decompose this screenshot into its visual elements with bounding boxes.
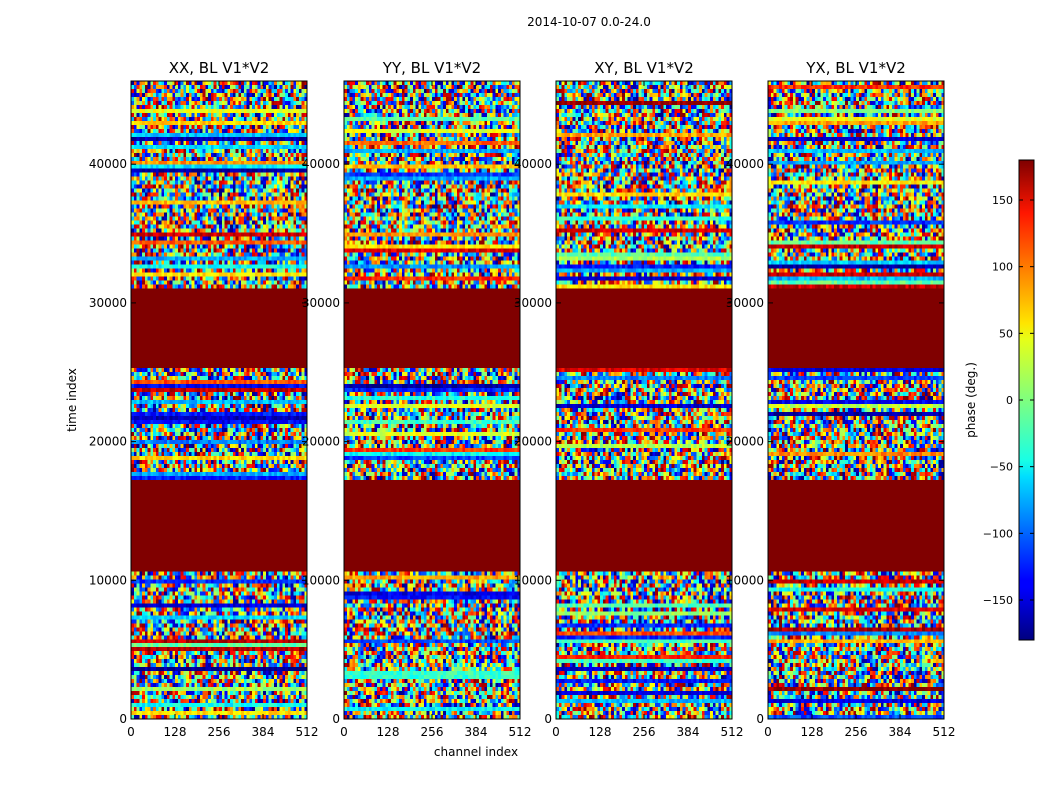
x-tick-label: 384	[677, 725, 700, 739]
y-tick-label: 20000	[89, 435, 127, 449]
panel-title: YX, BL V1*V2	[805, 59, 906, 77]
x-tick-label: 128	[589, 725, 612, 739]
panel-xy: XY, BL V1*V2 0 128 256 384 512 0 10000 20000 3000…	[514, 59, 744, 739]
y-tick-label: 40000	[89, 157, 127, 171]
y-tick-label: 0	[544, 712, 552, 726]
colorbar: −150 −100 −50 0 50 100 150 phase (deg.)	[964, 159, 1035, 641]
colorbar-tick-label: 150	[992, 194, 1013, 207]
heatmap-cells	[768, 81, 944, 719]
colorbar-tick-label: −150	[983, 594, 1013, 607]
heatmap-cells	[344, 81, 520, 719]
y-tick-label: 0	[332, 712, 340, 726]
x-tick-label: 256	[421, 725, 444, 739]
y-axis-label: time index	[65, 368, 79, 432]
heatmap-cells	[556, 81, 732, 719]
x-tick-label: 0	[340, 725, 348, 739]
y-tick-label: 30000	[514, 296, 552, 310]
x-tick-label: 512	[721, 725, 744, 739]
y-tick-label: 40000	[302, 157, 340, 171]
panels-group: XX, BL V1*V2 0 128 256 384 512 0 10000 20000 3000…	[89, 59, 956, 739]
x-tick-label: 384	[889, 725, 912, 739]
x-tick-label: 384	[465, 725, 488, 739]
y-tick-label: 20000	[726, 435, 764, 449]
colorbar-ticks: −150 −100 −50 0 50 100 150	[983, 194, 1034, 607]
y-tick-label: 40000	[514, 157, 552, 171]
x-tick-label: 512	[296, 725, 319, 739]
y-tick-label: 30000	[726, 296, 764, 310]
y-tick-label: 10000	[89, 573, 127, 587]
y-tick-label: 30000	[302, 296, 340, 310]
x-tick-label: 0	[127, 725, 135, 739]
heatmap-cells	[131, 81, 307, 719]
y-tick-label: 0	[119, 712, 127, 726]
x-tick-label: 384	[252, 725, 275, 739]
x-tick-label: 128	[801, 725, 824, 739]
colorbar-tick-label: 50	[999, 327, 1013, 340]
x-axis-label: channel index	[434, 745, 518, 759]
x-tick-label: 256	[208, 725, 231, 739]
y-tick-label: 30000	[89, 296, 127, 310]
panel-title: XX, BL V1*V2	[169, 59, 270, 77]
colorbar-tick-label: 100	[992, 261, 1013, 274]
colorbar-label: phase (deg.)	[964, 362, 978, 438]
panel-xx: XX, BL V1*V2 0 128 256 384 512 0 10000 20000 3000…	[89, 59, 319, 739]
y-tick-label: 0	[756, 712, 764, 726]
y-tick-label: 20000	[302, 435, 340, 449]
y-tick-label: 20000	[514, 435, 552, 449]
y-tick-label: 10000	[302, 573, 340, 587]
y-tick-label: 10000	[726, 573, 764, 587]
panel-title: XY, BL V1*V2	[594, 59, 694, 77]
figure-suptitle: 2014-10-07 0.0-24.0	[527, 15, 651, 29]
x-tick-label: 512	[933, 725, 956, 739]
y-tick-label: 10000	[514, 573, 552, 587]
panel-yx: YX, BL V1*V2 0 128 256 384 512 0 10000 20000 3000…	[726, 59, 956, 739]
x-tick-label: 0	[552, 725, 560, 739]
colorbar-tick-label: −100	[983, 527, 1013, 540]
x-tick-label: 256	[845, 725, 868, 739]
panel-title: YY, BL V1*V2	[382, 59, 481, 77]
x-tick-label: 512	[509, 725, 532, 739]
panel-yy: YY, BL V1*V2 0 128 256 384 512 0 10000 20000 3000…	[302, 59, 532, 739]
x-tick-label: 128	[164, 725, 187, 739]
x-tick-label: 0	[764, 725, 772, 739]
x-tick-label: 128	[377, 725, 400, 739]
x-tick-label: 256	[633, 725, 656, 739]
colorbar-tick-label: −50	[990, 461, 1013, 474]
colorbar-tick-label: 0	[1006, 394, 1013, 407]
y-tick-label: 40000	[726, 157, 764, 171]
